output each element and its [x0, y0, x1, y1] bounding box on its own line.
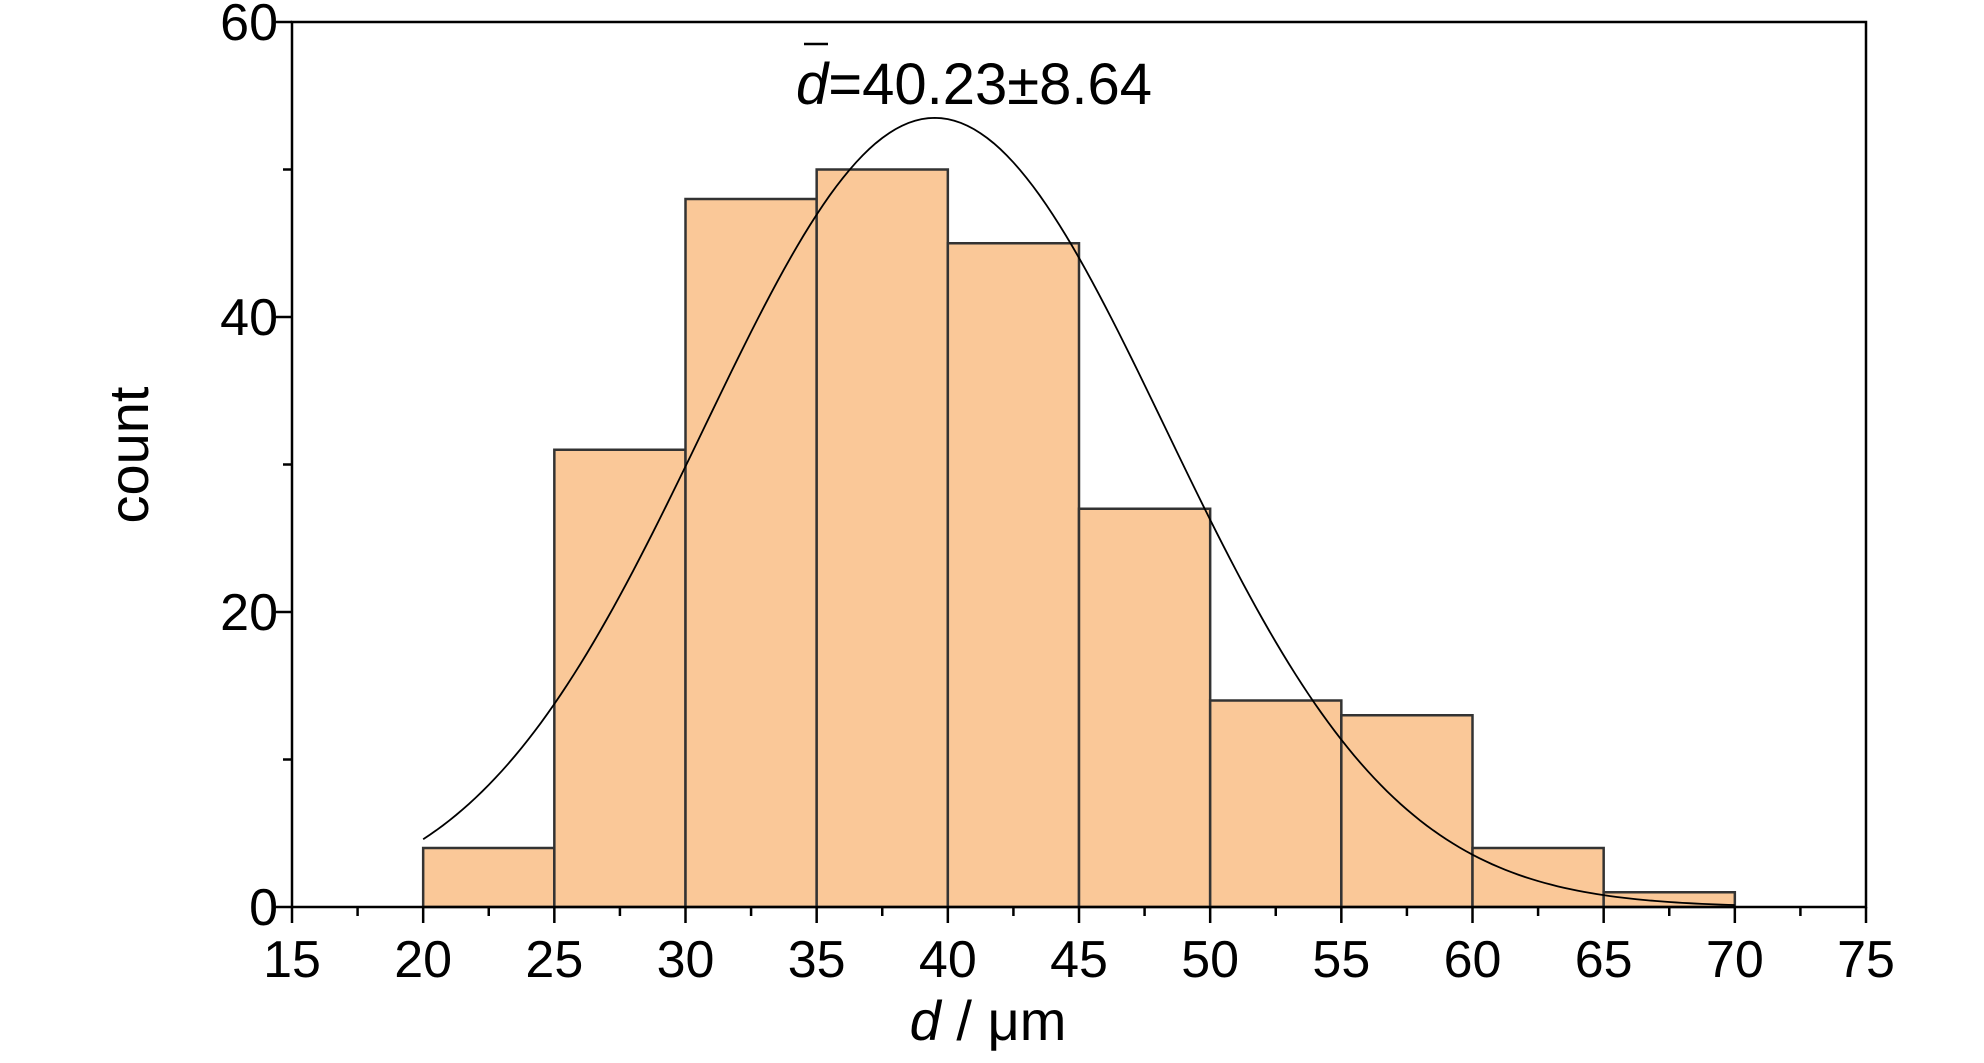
x-tick-label: 65: [1575, 931, 1633, 989]
x-axis-ticks: 15 20 25 30 35 40 45 50 55 60 65 70 75: [263, 907, 1895, 989]
mean-annotation: d=40.23±8.64: [796, 52, 1152, 117]
bars-group: [421, 168, 1737, 909]
x-axis-unit: / μm: [941, 989, 1067, 1052]
x-axis-label: d / μm: [910, 989, 1067, 1052]
x-tick-label: 45: [1050, 931, 1108, 989]
bar-50-55: [1208, 699, 1343, 909]
x-tick-label: 30: [657, 931, 715, 989]
bar-35-40: [815, 168, 950, 909]
bar-60-65: [1471, 846, 1605, 909]
normal-fit-curve: [422, 116, 1735, 906]
x-axis-symbol: d: [910, 989, 943, 1052]
mean-symbol: d: [796, 52, 830, 117]
bar-55-60: [1340, 714, 1474, 909]
bar-25-30: [553, 448, 687, 909]
x-tick-label: 60: [1444, 931, 1502, 989]
y-tick-label: 60: [220, 0, 278, 52]
y-tick-label: 20: [220, 584, 278, 642]
bar-20-25: [421, 846, 556, 909]
mean-value-text: =40.23±8.64: [828, 52, 1152, 117]
x-tick-label: 15: [263, 931, 321, 989]
y-tick-label: 0: [249, 879, 278, 937]
x-tick-label: 25: [525, 931, 583, 989]
x-tick-label: 20: [394, 931, 452, 989]
y-axis-label: count: [97, 386, 160, 523]
y-tick-label: 40: [220, 289, 278, 347]
x-tick-label: 55: [1312, 931, 1370, 989]
bar-30-35: [684, 197, 818, 909]
x-tick-label: 50: [1181, 931, 1239, 989]
x-tick-label: 70: [1706, 931, 1764, 989]
x-tick-label: 35: [788, 931, 846, 989]
bar-45-50: [1077, 507, 1212, 909]
x-tick-label: 75: [1837, 931, 1895, 989]
y-axis-ticks: 0 20 40 60: [220, 0, 292, 937]
x-tick-label: 40: [919, 931, 977, 989]
bar-40-45: [946, 242, 1081, 909]
